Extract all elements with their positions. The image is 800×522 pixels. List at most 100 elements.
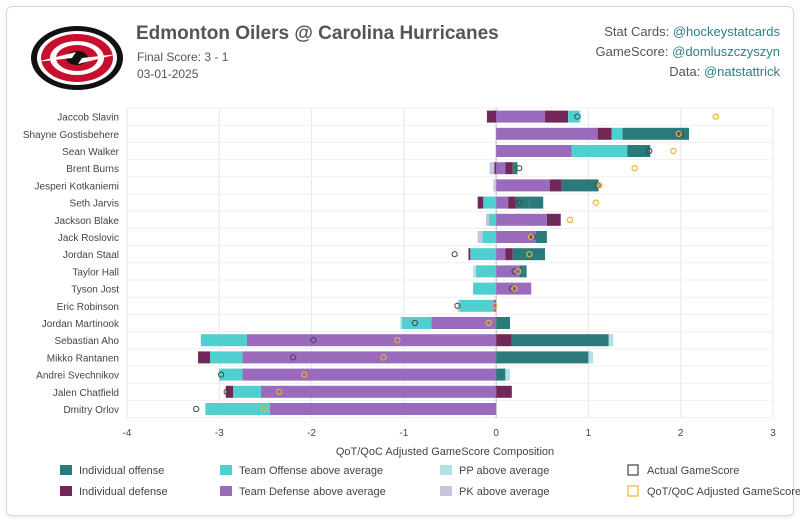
bar-segment (402, 317, 432, 329)
bar-segment (496, 127, 598, 140)
bar-segment (511, 334, 609, 347)
adjusted-gamescore-marker (526, 250, 533, 258)
actual-gamescore-marker (310, 337, 317, 344)
adjusted-gamescore-marker (592, 199, 600, 206)
bar-segment (496, 162, 506, 175)
bar-segment (622, 127, 690, 140)
actual-gamescore-marker (218, 371, 225, 378)
x-tick-label: -3 (215, 428, 224, 439)
x-tick-label: 3 (770, 428, 776, 439)
adjusted-gamescore-marker (485, 319, 492, 327)
bar-segment (270, 403, 497, 415)
final-score: Final Score: 3 - 1 (137, 50, 229, 64)
x-tick-label: -2 (307, 428, 316, 439)
actual-gamescore-marker (548, 216, 555, 223)
player-label: Mikko Rantanen (47, 353, 119, 364)
credit-handle[interactable]: @domluszczyszyn (672, 44, 780, 59)
bar-segment (233, 385, 261, 398)
legend-label: Team Offense above average (239, 465, 383, 477)
legend-swatch (60, 465, 72, 475)
bar-segment (198, 351, 211, 364)
bar-segment (242, 351, 497, 364)
logo-swoosh-right (78, 54, 118, 64)
bar-segment (210, 351, 243, 364)
bar-segment (473, 265, 476, 278)
adjusted-gamescore-marker (670, 147, 677, 155)
hurricanes-logo (31, 26, 123, 90)
bar-segment (459, 299, 494, 312)
bar-segment (483, 196, 497, 209)
player-label: Jackson Blake (55, 216, 120, 227)
legend-label: PK above average (459, 486, 550, 498)
bar-segment (505, 368, 510, 381)
adjusted-gamescore-marker (566, 216, 574, 223)
player-label: Brent Burns (66, 164, 119, 175)
legend-label: QoT/QoC Adjusted GameScore (647, 486, 800, 498)
bar-segment (588, 351, 594, 364)
bar-segment (260, 385, 497, 398)
bar-segment (568, 110, 580, 123)
bar-segment (473, 282, 497, 295)
bar-segment (514, 162, 518, 175)
player-label: Jaccob Slavin (57, 113, 119, 124)
bar-segment (496, 248, 506, 261)
bar-segment (549, 179, 562, 192)
bar-segment (519, 265, 524, 278)
adjusted-gamescore-marker (276, 388, 283, 395)
bar-segment (482, 231, 497, 243)
game-title: Edmonton Oilers @ Carolina Hurricanes (136, 23, 499, 44)
adjusted-gamescore-marker (528, 233, 535, 241)
bar-segment (505, 162, 513, 175)
adjusted-gamescore-marker (260, 405, 267, 413)
actual-gamescore-marker (646, 147, 653, 155)
bar-segment (561, 179, 599, 192)
actual-gamescore-marker (290, 354, 297, 361)
bar-segment (627, 145, 651, 157)
bar-segment (535, 231, 547, 243)
bar-segment (608, 334, 614, 347)
credit-label: GameScore: (595, 44, 669, 59)
bar-segment (496, 317, 510, 329)
credit-label: Data: (669, 64, 701, 79)
bar-segment (493, 299, 497, 312)
bar-segment (470, 248, 497, 261)
legend-swatch (220, 486, 232, 496)
bar-segment (505, 248, 513, 261)
player-label: Jalen Chatfield (53, 388, 119, 399)
player-label: Eric Robinson (57, 302, 119, 313)
actual-gamescore-marker (516, 199, 523, 206)
credit-handle[interactable]: @hockeystatcards (672, 24, 780, 39)
actual-gamescore-marker (454, 302, 461, 309)
bar-segment (400, 317, 403, 329)
bar-segment (242, 368, 497, 381)
credits: Stat Cards: @hockeystatcards GameScore: … (596, 22, 780, 82)
x-tick-label: -1 (399, 428, 408, 439)
credit-stat-cards: Stat Cards: @hockeystatcards (596, 22, 780, 42)
x-axis-label: QoT/QoC Adjusted GameScore Composition (336, 446, 554, 458)
bar-segment (496, 334, 512, 347)
player-label: Jordan Staal (63, 250, 119, 261)
actual-gamescore-marker (511, 268, 518, 275)
bar-segment (496, 231, 536, 243)
player-label: Tyson Jost (71, 285, 119, 296)
bar-segment (523, 265, 527, 278)
bar-segment (597, 127, 612, 140)
bar-segment (205, 403, 271, 415)
bar-segment (496, 385, 512, 398)
bar-segment (468, 248, 471, 261)
adjusted-gamescore-marker (712, 113, 719, 120)
bar-segment (611, 127, 623, 140)
credit-handle[interactable]: @natstattrick (703, 64, 780, 79)
player-label: Dmitry Orlov (63, 405, 119, 416)
bar-segment (529, 196, 544, 209)
legend-swatch (220, 465, 232, 475)
x-tick-label: 2 (678, 428, 684, 439)
actual-gamescore-marker (223, 388, 230, 395)
bar-segment (512, 162, 515, 175)
player-label: Jordan Martinook (42, 319, 120, 330)
player-label: Andrei Svechnikov (36, 371, 119, 382)
actual-gamescore-marker (574, 113, 581, 120)
bar-segment (496, 351, 589, 364)
actual-gamescore-marker (193, 405, 200, 413)
